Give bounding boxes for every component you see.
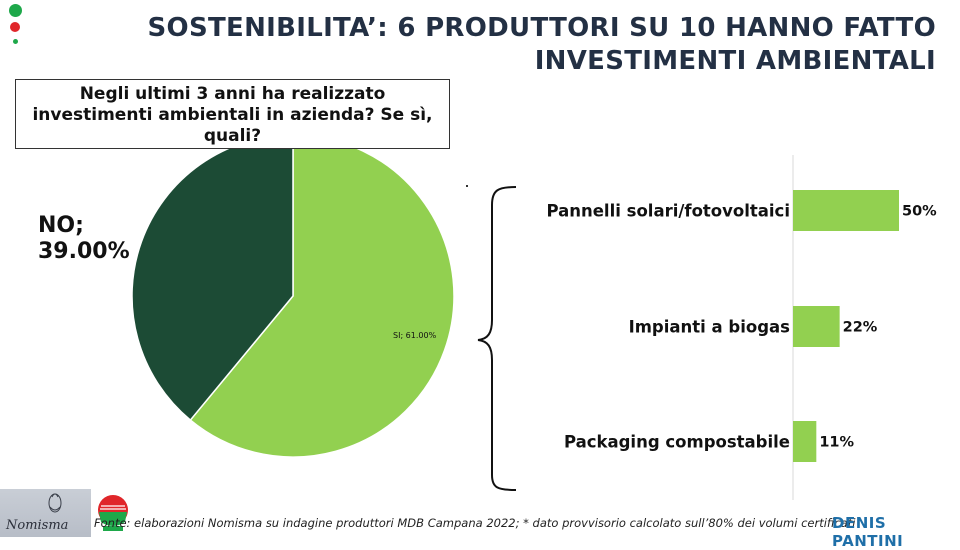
pie-slice-si <box>189 134 455 458</box>
pie-label-si: SI; 61.00% <box>393 331 437 340</box>
bar-category-label: Impianti a biogas <box>629 318 791 337</box>
stray-dot <box>466 185 468 187</box>
question-box: Negli ultimi 3 anni ha realizzato invest… <box>15 79 450 149</box>
mdb-campana-logo <box>98 495 128 531</box>
bar-2 <box>793 306 840 347</box>
bar-category-label: Pannelli solari/fotovoltaici <box>546 202 790 221</box>
red-dot-icon <box>10 22 20 32</box>
author-brand: DENIS PANTINI <box>832 514 904 550</box>
small-green-dot-icon <box>13 39 18 44</box>
nomisma-logo: Nomisma <box>0 489 91 537</box>
bar-value-label: 22% <box>843 320 878 336</box>
nomisma-emblem-icon <box>48 493 62 513</box>
bar-category-label: Packaging compostabile <box>564 433 790 452</box>
bar-value-label: 50% <box>902 204 937 220</box>
page-title: SOSTENIBILITA’: 6 PRODUTTORI SU 10 HANNO… <box>147 13 936 76</box>
bar-3 <box>793 421 817 462</box>
curly-brace <box>477 186 517 491</box>
source-note: Fonte: elaborazioni Nomisma su indagine … <box>94 516 856 530</box>
pie-label-no: NO; 39.00% <box>38 213 130 264</box>
green-dot-icon <box>9 4 22 17</box>
bar-value-label: 11% <box>819 435 854 451</box>
nomisma-logo-text: Nomisma <box>6 518 69 533</box>
bar-1 <box>793 190 899 231</box>
question-text: Negli ultimi 3 anni ha realizzato invest… <box>32 84 433 146</box>
